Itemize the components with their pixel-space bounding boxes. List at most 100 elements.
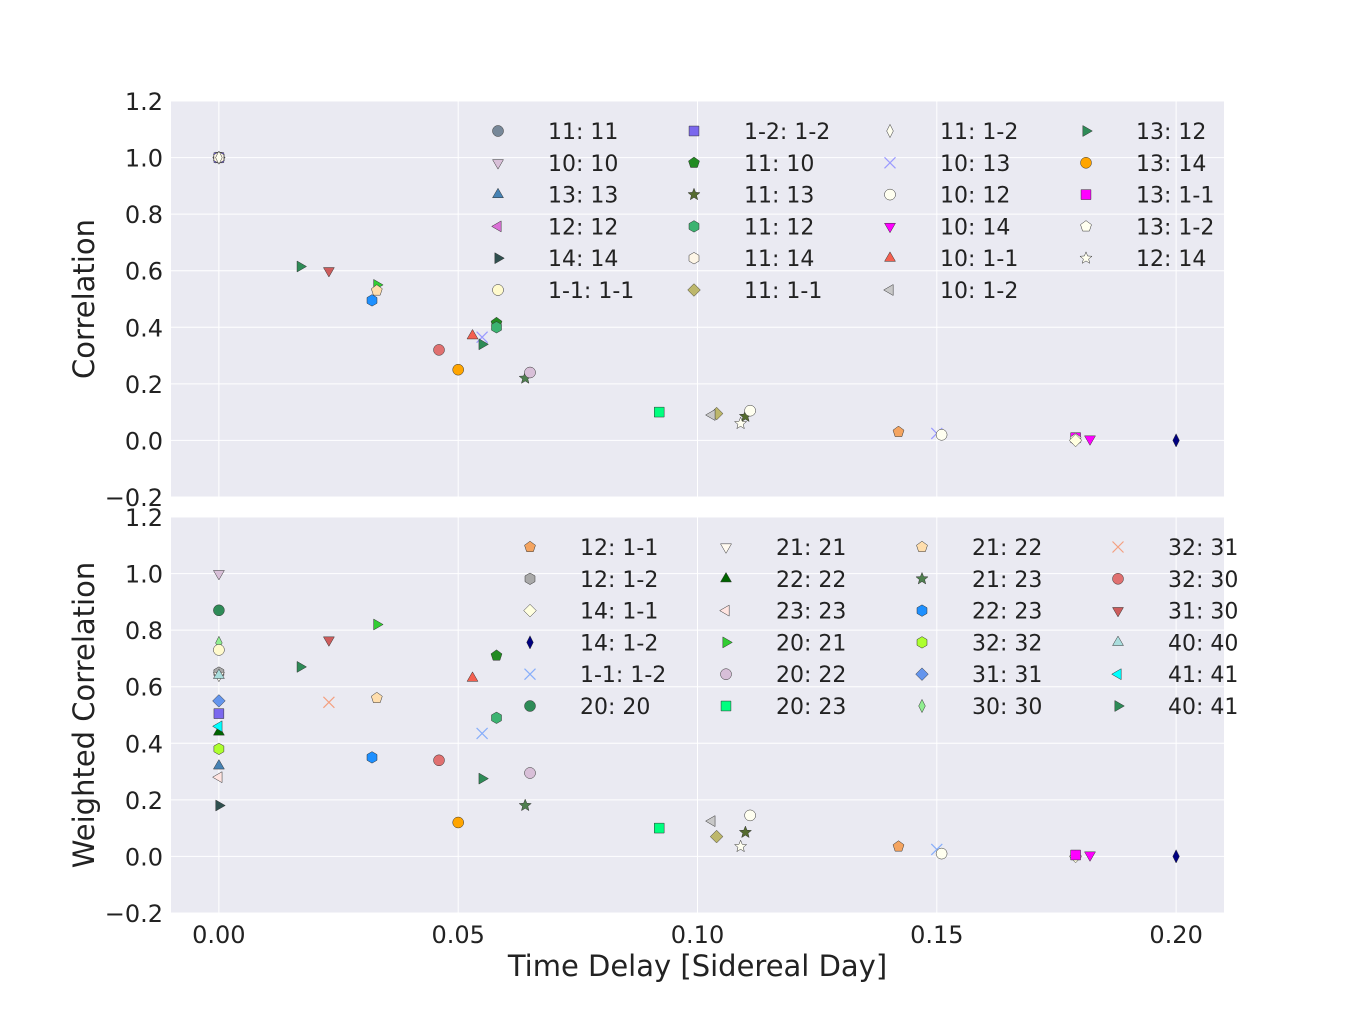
data-point (215, 799, 226, 812)
legend-label-31-31: 31: 31 (972, 663, 1042, 688)
legend-marker-21-23 (915, 571, 929, 585)
data-point-10-1-1 (466, 328, 479, 340)
x-tick-label: 0.20 (1149, 921, 1202, 949)
legend-marker-32-31 (1112, 541, 1124, 553)
legend-label-21-23: 21: 23 (972, 568, 1042, 593)
legend-marker-11-11 (492, 125, 504, 137)
legend-label-12-1-1: 12: 1-1 (580, 536, 658, 561)
legend-label-12-14: 12: 14 (1136, 247, 1206, 272)
x-tick-label: 0.15 (910, 921, 963, 949)
legend-label-1-2-1-2: 1-2: 1-2 (744, 120, 830, 145)
legend-marker-1-1-1-1 (492, 284, 504, 296)
data-point-13-12 (478, 338, 489, 351)
legend-label-11-1-2: 11: 1-2 (940, 120, 1018, 145)
legend-marker-12-14 (1079, 251, 1093, 264)
legend-label-40-41: 40: 41 (1168, 695, 1238, 720)
data-point-21-23 (518, 798, 532, 812)
data-point-40-41 (296, 660, 308, 673)
data-point-40-40 (212, 668, 225, 679)
legend-marker-20-22 (720, 668, 732, 680)
legend-label-1-1-1-1: 1-1: 1-1 (548, 279, 634, 304)
legend-label-10-12: 10: 12 (940, 184, 1010, 209)
data-point (733, 839, 748, 853)
legend-marker-14-14 (494, 252, 505, 265)
y-tick-label: 0.0 (125, 427, 163, 455)
data-points (212, 570, 1180, 864)
legend-label-32-32: 32: 32 (972, 631, 1042, 656)
data-point-32-30 (433, 754, 445, 766)
data-point (705, 815, 716, 828)
data-point (212, 570, 225, 581)
legend-label-22-23: 22: 23 (972, 600, 1042, 625)
legend-marker-23-23 (719, 604, 730, 617)
data-point-10-1-2 (705, 409, 716, 421)
y-tick-label: −0.2 (105, 900, 163, 928)
data-point (433, 344, 445, 356)
data-point (490, 649, 503, 661)
legend-label-30-30: 30: 30 (972, 695, 1042, 720)
data-point (212, 759, 225, 770)
data-point (524, 366, 536, 379)
data-point-41-41 (212, 720, 223, 733)
legend-marker-11-1-2 (886, 123, 894, 139)
data-point-14-1-2 (1172, 849, 1180, 864)
grid-lines (171, 516, 1224, 914)
x-tick-label: 0.00 (192, 921, 245, 949)
legend-label-10-13: 10: 13 (940, 152, 1010, 177)
legend-label-10-14: 10: 14 (940, 215, 1010, 240)
legend-marker-14-1-2 (526, 635, 534, 650)
legend-label-40-40: 40: 40 (1168, 631, 1238, 656)
data-point (709, 829, 724, 844)
legend-label-10-1-1: 10: 1-1 (940, 247, 1018, 272)
y-tick-label: 1.2 (125, 88, 163, 116)
chart-panel-2: −0.2 0.0 0.2 0.4 0.6 0.8 1.0 1.2 0.00 0.05 0.10 0.1… (67, 504, 1238, 983)
legend-label-10-10: 10: 10 (548, 152, 618, 177)
data-point-12-1-1 (892, 840, 905, 852)
legend-marker-11-13 (687, 187, 701, 201)
legend-marker-20-20 (524, 700, 536, 712)
data-point-31-30 (322, 636, 335, 647)
legend-label-13-14: 13: 14 (1136, 152, 1206, 177)
legend-label-12-12: 12: 12 (548, 215, 618, 240)
legend-marker-1-1-1-2 (524, 668, 536, 681)
y-tick-label: 0.0 (125, 843, 163, 871)
data-point-20-22 (524, 767, 536, 779)
y-tick-label: 0.4 (125, 314, 163, 342)
legend-marker-20-23 (720, 700, 732, 712)
legend-label-22-22: 22: 22 (776, 568, 846, 593)
data-point (892, 425, 905, 437)
legend-marker-20-21 (722, 636, 733, 649)
legend-marker-32-30 (1112, 573, 1124, 585)
legend-label-14-1-1: 14: 1-1 (580, 600, 658, 625)
legend-marker-13-13 (492, 187, 504, 199)
legend: 12: 1-1 12: 1-2 14: 1-1 14: 1-2 1-1: 1-2 20: … (523, 536, 1238, 720)
legend-label-23-23: 23: 23 (776, 600, 846, 625)
legend-marker-12-1-2 (524, 572, 536, 585)
legend-marker-12-1-1 (524, 540, 536, 552)
data-point (738, 825, 753, 839)
legend-marker-10-1-1 (884, 251, 896, 262)
data-point-20-21 (373, 618, 384, 631)
data-point (466, 671, 479, 682)
legend-label-11-1-1: 11: 1-1 (744, 279, 822, 304)
data-points (212, 150, 1180, 448)
y-tick-label: 0.2 (125, 371, 163, 399)
data-point (1070, 849, 1081, 861)
data-point-12-14 (733, 416, 748, 430)
legend-marker-11-10 (688, 156, 700, 168)
y-tick-label: 0.6 (125, 258, 163, 286)
data-point-31-31 (212, 694, 226, 708)
legend-marker-40-40 (1112, 635, 1124, 646)
y-tick-label: 0.8 (125, 201, 163, 229)
legend-label-11-10: 11: 10 (744, 152, 814, 177)
legend-marker-14-1-1 (523, 603, 537, 618)
data-point-20-23 (654, 822, 665, 834)
data-point (1068, 433, 1083, 448)
legend-label-32-30: 32: 30 (1168, 568, 1238, 593)
y-tick-label: 1.2 (125, 504, 163, 532)
legend-label-14-1-2: 14: 1-2 (580, 631, 658, 656)
legend-label-1-1-1-2: 1-1: 1-2 (580, 663, 666, 688)
y-axis-label: Weighted Correlation (67, 562, 101, 868)
y-axis-label: Correlation (67, 219, 101, 379)
legend-marker-11-1-1 (687, 283, 701, 297)
